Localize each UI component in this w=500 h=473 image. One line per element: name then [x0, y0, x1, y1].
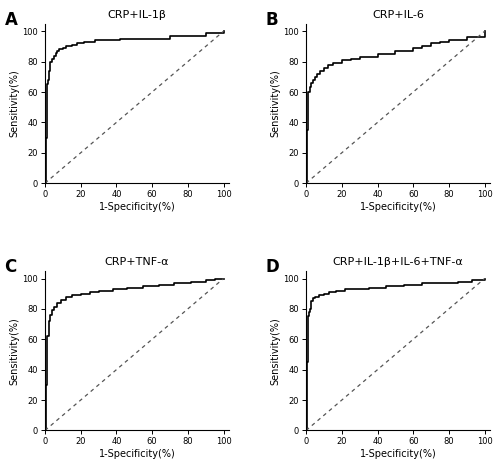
Text: A: A	[4, 11, 18, 29]
Text: C: C	[4, 258, 17, 276]
Y-axis label: Sensitivity(%): Sensitivity(%)	[270, 70, 280, 137]
X-axis label: 1-Specificity(%): 1-Specificity(%)	[360, 202, 436, 212]
Text: D: D	[266, 258, 280, 276]
Title: CRP+TNF-α: CRP+TNF-α	[104, 257, 169, 267]
X-axis label: 1-Specificity(%): 1-Specificity(%)	[360, 449, 436, 459]
Title: CRP+IL-1β+IL-6+TNF-α: CRP+IL-1β+IL-6+TNF-α	[332, 257, 464, 267]
X-axis label: 1-Specificity(%): 1-Specificity(%)	[98, 202, 176, 212]
Y-axis label: Sensitivity(%): Sensitivity(%)	[270, 317, 280, 385]
Title: CRP+IL-6: CRP+IL-6	[372, 10, 424, 20]
Title: CRP+IL-1β: CRP+IL-1β	[108, 10, 166, 20]
Text: B: B	[266, 11, 278, 29]
Y-axis label: Sensitivity(%): Sensitivity(%)	[10, 317, 20, 385]
Y-axis label: Sensitivity(%): Sensitivity(%)	[10, 70, 20, 137]
X-axis label: 1-Specificity(%): 1-Specificity(%)	[98, 449, 176, 459]
